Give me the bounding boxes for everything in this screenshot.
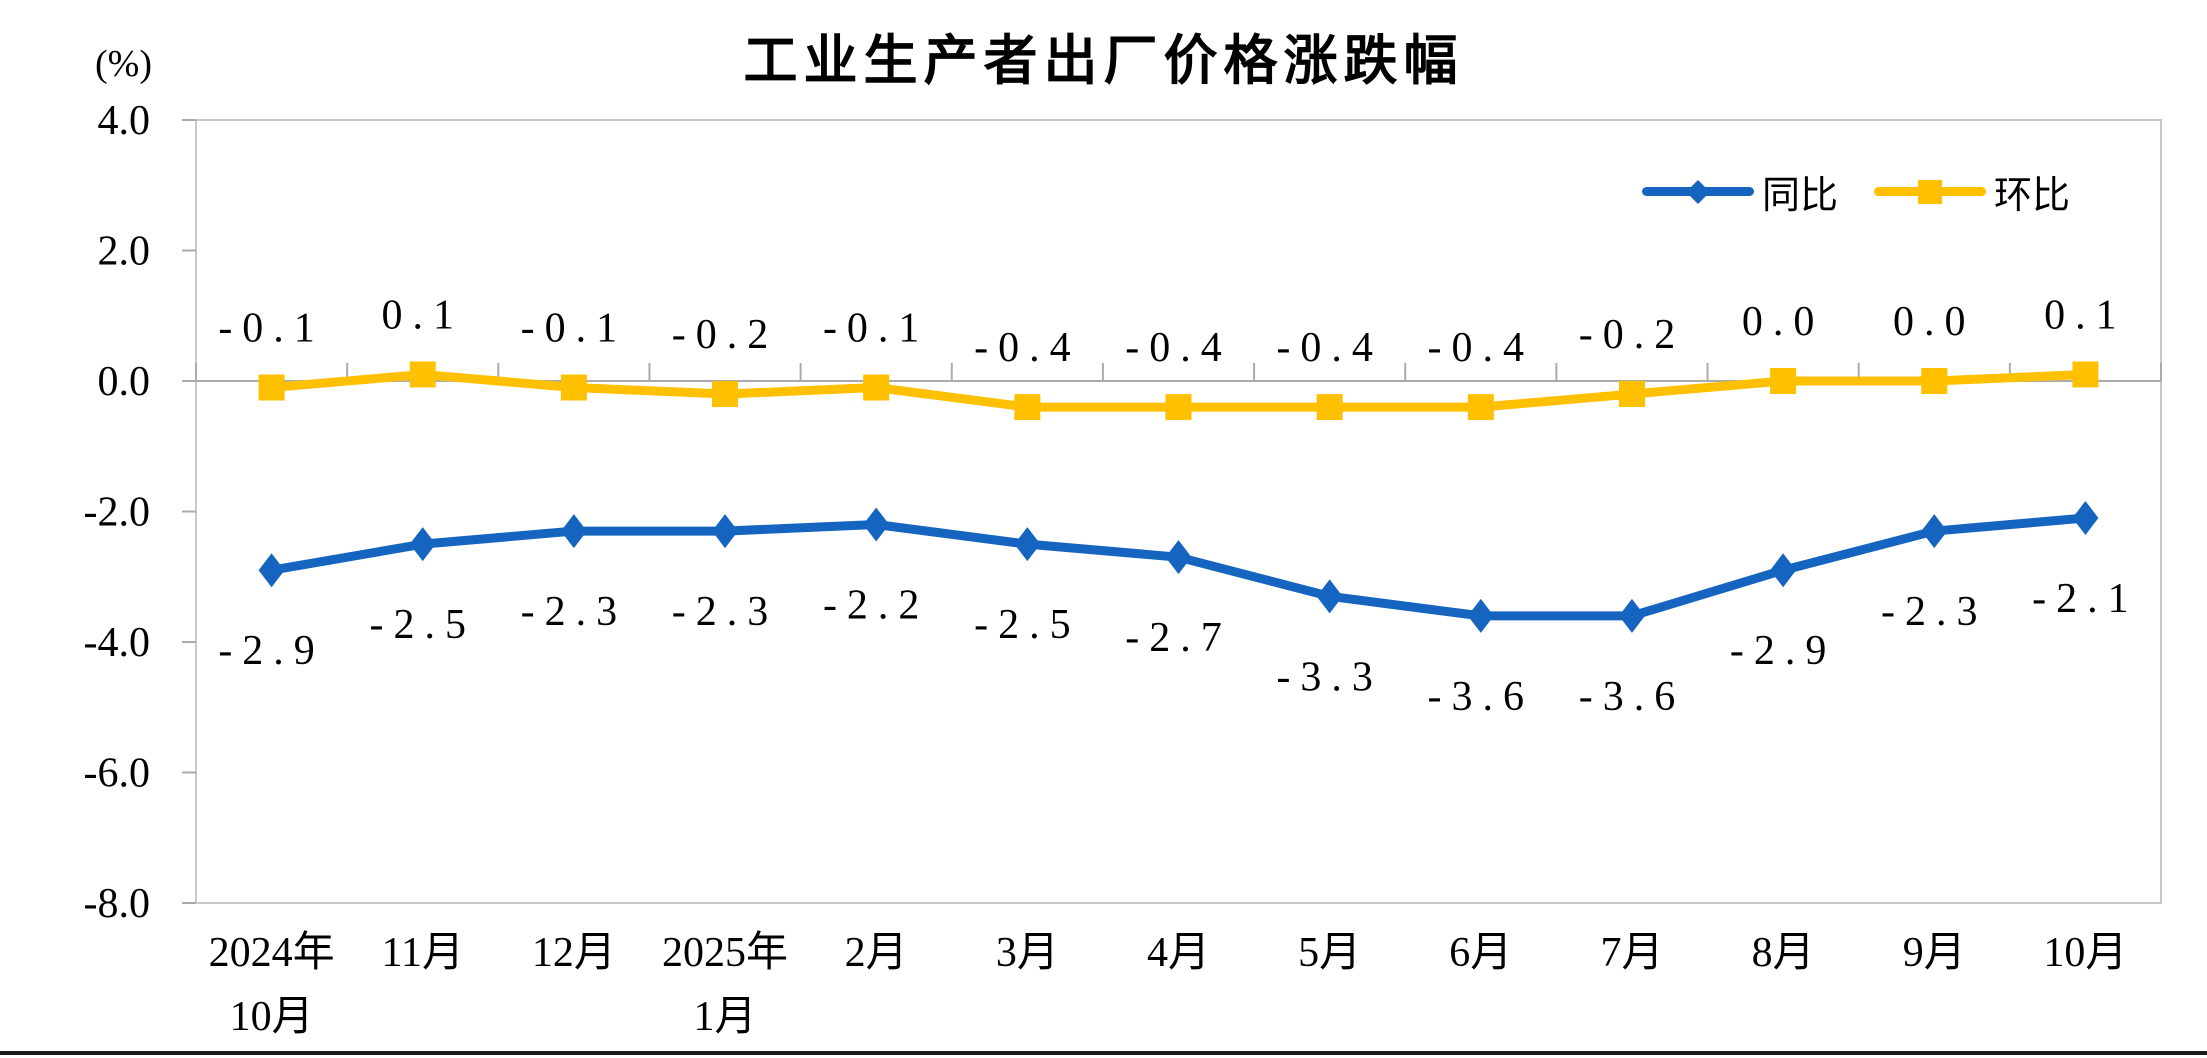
data-point-marker [1014, 394, 1041, 421]
data-point-marker [258, 374, 285, 401]
data-label: 0.0 [1893, 299, 1976, 345]
data-label: -2.7 [1125, 615, 1232, 661]
data-label: -0.4 [1276, 325, 1383, 371]
square-marker-icon [1918, 179, 1943, 204]
data-label: -0.4 [1125, 325, 1232, 371]
legend-item-yoy: 同比 [1642, 164, 1838, 219]
data-label: -0.4 [1428, 325, 1535, 371]
x-tick-label: 1月 [694, 994, 757, 1040]
legend-label-mom: 环比 [1994, 175, 2071, 217]
data-label: -3.6 [1428, 674, 1535, 720]
data-label: -2.9 [1730, 628, 1837, 674]
unit-label: (%) [95, 43, 152, 85]
y-tick-label: 2.0 [98, 229, 151, 275]
data-label: -0.1 [521, 306, 628, 352]
x-tick-label: 11月 [382, 930, 464, 976]
data-label: 0.1 [2044, 292, 2127, 338]
data-label: -2.3 [521, 589, 628, 635]
data-point-marker [1921, 514, 1948, 549]
data-point-marker [409, 527, 436, 562]
x-tick-label: 12月 [532, 930, 616, 976]
x-tick-label: 4月 [1147, 930, 1210, 976]
x-tick-label: 10月 [230, 994, 314, 1040]
plot-border [195, 119, 2162, 904]
data-label: -2.3 [1881, 589, 1988, 635]
diamond-marker-icon [1685, 179, 1711, 204]
x-tick-label: 3月 [996, 930, 1059, 976]
yoy-line-swatch [1642, 179, 1754, 204]
data-point-marker [560, 374, 587, 401]
data-label: -2.5 [974, 602, 1081, 648]
data-point-marker [560, 514, 587, 549]
data-label: 0.1 [381, 292, 464, 338]
data-label: -2.9 [218, 628, 325, 674]
data-point-marker [863, 507, 890, 542]
data-point-marker [1467, 598, 1494, 633]
data-label: 0.0 [1742, 299, 1825, 345]
bottom-rule [0, 1051, 2207, 1055]
data-point-marker [863, 374, 890, 401]
data-label: -0.4 [974, 325, 1081, 371]
data-point-marker [2072, 361, 2099, 388]
legend-item-mom: 环比 [1874, 164, 2070, 219]
legend-label-yoy: 同比 [1762, 175, 1839, 217]
data-label: -0.1 [218, 306, 325, 352]
x-tick-label: 2月 [845, 930, 908, 976]
data-label: -2.5 [369, 602, 476, 648]
y-tick-label: -4.0 [84, 620, 151, 666]
data-point-marker [1921, 368, 1948, 394]
data-point-marker [258, 553, 285, 588]
y-tick-label: 0.0 [98, 359, 151, 405]
x-tick-label: 7月 [1600, 930, 1663, 976]
data-label: -2.2 [823, 583, 930, 629]
data-label: -2.1 [2032, 576, 2139, 622]
y-tick-label: -6.0 [84, 751, 151, 797]
data-point-marker [1618, 381, 1645, 408]
data-label: -0.2 [1579, 312, 1686, 358]
data-point-marker [409, 361, 436, 388]
data-point-marker [1618, 598, 1645, 633]
x-tick-label: 10月 [2043, 930, 2127, 976]
x-tick-label: 6月 [1449, 930, 1512, 976]
x-tick-label: 2025年 [662, 929, 788, 976]
data-label: -0.2 [672, 312, 779, 358]
data-label: -3.3 [1276, 654, 1383, 700]
y-tick-label: -8.0 [84, 881, 151, 927]
x-tick-label: 8月 [1752, 930, 1815, 976]
chart-title: 工业生产者出厂价格涨跌幅 [743, 31, 1464, 91]
y-tick-label: -2.0 [84, 490, 151, 536]
x-tick-label: 5月 [1298, 930, 1361, 976]
chart-legend: 同比 环比 [1642, 164, 2070, 219]
data-point-marker [1770, 553, 1797, 588]
y-tick-label: 4.0 [98, 98, 151, 144]
data-point-marker [1770, 368, 1797, 394]
data-point-marker [1467, 394, 1494, 421]
x-tick-label: 2024年 [209, 929, 335, 976]
data-label: -2.3 [672, 589, 779, 635]
data-label: -3.6 [1579, 674, 1686, 720]
data-label: -0.1 [823, 306, 930, 352]
data-point-marker [712, 381, 739, 408]
data-point-marker [1316, 394, 1343, 421]
data-point-marker [1165, 394, 1192, 421]
data-point-marker [1316, 579, 1343, 614]
data-point-marker [1165, 540, 1192, 575]
data-point-marker [1014, 527, 1041, 562]
data-point-marker [2072, 501, 2099, 536]
x-tick-label: 9月 [1903, 930, 1966, 976]
mom-line-swatch [1874, 179, 1987, 204]
data-point-marker [712, 514, 739, 549]
